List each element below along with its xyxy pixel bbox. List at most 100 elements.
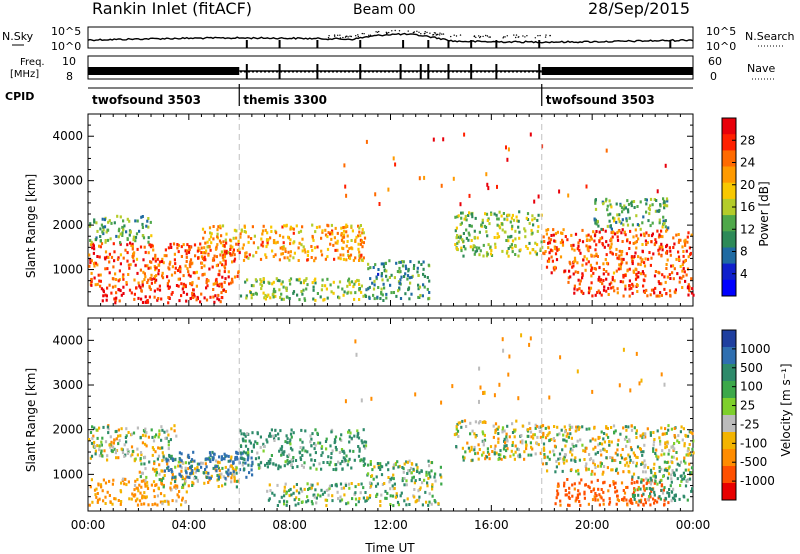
heatmap-cell [149,220,152,224]
heatmap-cell [631,282,634,286]
heatmap-cell [364,499,367,503]
noise-right-tick-bottom: 10^0 [706,40,736,53]
heatmap-cell [171,473,174,476]
heatmap-cell [650,480,653,484]
heatmap-cell [177,495,180,499]
heatmap-cell [127,273,130,276]
heatmap-cell [635,500,638,504]
heatmap-cell [242,457,245,461]
heatmap-cell [618,220,621,224]
heatmap-cell [227,468,230,472]
heatmap-cell [200,251,203,255]
heatmap-cell [494,431,497,435]
heatmap-cell [169,438,172,442]
heatmap-cell [503,455,506,459]
heatmap-cell [594,438,597,442]
heatmap-cell [277,467,280,471]
heatmap-cell [174,266,177,270]
heatmap-cell [520,434,523,437]
heatmap-cell [350,239,353,242]
heatmap-cell [593,472,596,476]
heatmap-cell [493,212,496,216]
heatmap-cell [338,451,341,454]
heatmap-cell [621,448,624,451]
heatmap-cell [161,502,164,506]
heatmap-cell [468,211,471,215]
heatmap-cell [518,230,521,234]
heatmap-cell [363,440,366,444]
heatmap-cell [175,284,179,287]
heatmap-cell [194,467,197,471]
heatmap-cell [651,221,654,225]
heatmap-cell [458,421,462,425]
heatmap-cell [320,249,323,253]
heatmap-cell [615,220,618,224]
heatmap-cell [387,468,390,472]
heatmap-cell [613,430,616,434]
heatmap-cell [683,456,686,460]
noise-search-dot [453,34,455,36]
heatmap-cell [533,217,536,221]
heatmap-cell [345,258,348,262]
heatmap-cell [329,460,332,464]
colorbar-tick-label: 500 [740,361,763,375]
heatmap-cell [314,281,317,285]
heatmap-cell [662,432,665,436]
heatmap-cell [645,482,648,486]
heatmap-cell [526,218,530,221]
heatmap-cell [589,439,592,443]
heatmap-cell [608,502,611,506]
velocity-y-axis-label: Slant Range [km] [24,368,38,472]
heatmap-cell [462,245,466,249]
heatmap-cell [568,503,571,507]
noise-search-dot [424,31,426,33]
heatmap-cell [571,494,574,498]
heatmap-cell [117,279,120,283]
heatmap-cell [163,430,166,434]
heatmap-cell [342,235,346,239]
heatmap-cell [188,247,191,251]
heatmap-cell [587,467,590,471]
heatmap-cell [666,440,669,444]
heatmap-cell [473,235,476,239]
heatmap-cell [663,468,666,472]
heatmap-cell [242,439,245,443]
heatmap-cell [632,460,635,464]
heatmap-cell [350,280,354,284]
heatmap-cell [620,206,624,210]
x-axis-label: Time UT [364,541,415,554]
heatmap-cell [423,274,426,278]
heatmap-cell [575,469,578,473]
heatmap-cell [594,267,597,271]
heatmap-cell [656,209,659,213]
heatmap-cell [641,436,644,440]
noise-search-dot [537,35,539,37]
heatmap-cell [275,231,278,235]
heatmap-cell [278,258,281,262]
heatmap-cell [359,224,362,227]
heatmap-cell [265,245,268,249]
heatmap-cell [369,277,372,281]
heatmap-cell [555,496,558,500]
heatmap-cell [413,481,416,485]
heatmap-cell [318,225,321,229]
colorbar-swatch [722,398,736,416]
colorbar-tick-label: 8 [740,245,748,259]
heatmap-cell [659,439,662,443]
heatmap-cell [411,476,414,480]
heatmap-cell [245,294,248,298]
heatmap-cell [465,236,468,240]
heatmap-cell [153,277,156,281]
heatmap-cell [565,493,568,497]
heatmap-cell [108,219,111,223]
heatmap-cell [289,242,292,246]
heatmap-cell [622,294,625,298]
heatmap-cell [325,504,328,508]
heatmap-cell [600,430,603,434]
heatmap-cell [547,228,550,232]
heatmap-cell [571,425,574,429]
heatmap-cell [487,186,490,191]
heatmap-cell [526,212,530,216]
heatmap-cell [190,459,193,463]
